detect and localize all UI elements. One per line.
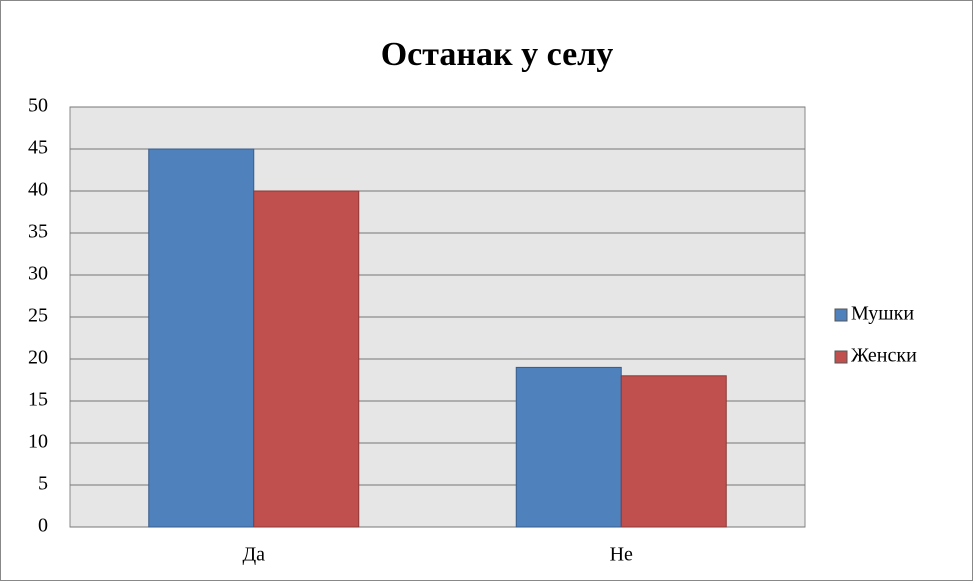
y-tick-label: 0 (38, 515, 48, 537)
y-tick-label: 25 (28, 305, 48, 327)
legend-label: Женски (851, 345, 917, 367)
x-tick-label: Да (242, 544, 265, 566)
y-tick-label: 5 (38, 473, 48, 495)
y-tick-label: 45 (28, 137, 48, 159)
bar (620, 375, 727, 528)
y-tick-label: 10 (28, 431, 48, 453)
y-tick-label: 35 (28, 221, 48, 243)
legend-swatch (834, 350, 848, 364)
y-tick-label: 30 (28, 263, 48, 285)
chart-title: Останак у селу (381, 36, 614, 73)
bar (253, 190, 360, 528)
bar (148, 148, 255, 528)
y-tick-label: 20 (28, 347, 48, 369)
bar (515, 366, 622, 528)
y-tick-label: 50 (28, 95, 48, 117)
y-tick-label: 15 (28, 389, 48, 411)
legend-swatch (834, 308, 848, 322)
y-tick-label: 40 (28, 179, 48, 201)
x-tick-label: Не (610, 544, 633, 566)
legend-label: Мушки (851, 303, 914, 325)
